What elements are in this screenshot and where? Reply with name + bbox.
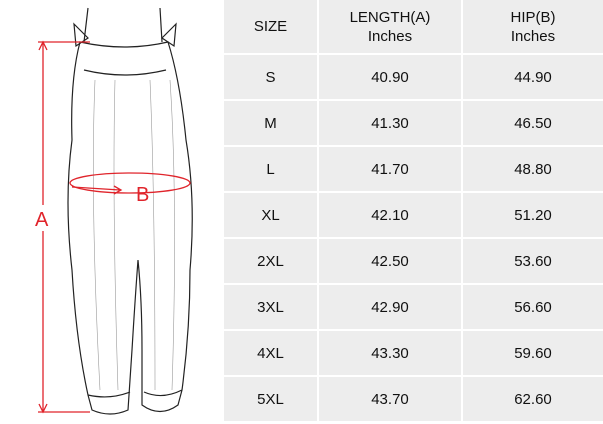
table-row: XL 42.10 51.20 <box>224 193 603 237</box>
jumpsuit-illustration: A B <box>33 7 193 415</box>
cell-length: 41.70 <box>319 147 461 191</box>
cell-hip: 53.60 <box>463 239 603 283</box>
header-length: LENGTH(A) Inches <box>319 0 461 53</box>
cell-size: S <box>224 55 317 99</box>
size-chart-table: SIZE LENGTH(A) Inches HIP(B) Inches S 40.90… <box>222 0 603 423</box>
label-b: B <box>136 184 149 206</box>
cell-length: 43.70 <box>319 377 461 421</box>
cell-length: 43.30 <box>319 331 461 375</box>
cell-hip: 48.80 <box>463 147 603 191</box>
cell-length: 41.30 <box>319 101 461 145</box>
cell-hip: 44.90 <box>463 55 603 99</box>
cell-length: 40.90 <box>319 55 461 99</box>
table-row: M 41.30 46.50 <box>224 101 603 145</box>
cell-hip: 59.60 <box>463 331 603 375</box>
cell-hip: 46.50 <box>463 101 603 145</box>
header-unit: Inches <box>510 27 556 45</box>
table-row: 3XL 42.90 56.60 <box>224 285 603 329</box>
table-row: S 40.90 44.90 <box>224 55 603 99</box>
cell-size: 3XL <box>224 285 317 329</box>
header-size: SIZE <box>224 0 317 53</box>
table-row: 4XL 43.30 59.60 <box>224 331 603 375</box>
hip-b-measure: B <box>69 172 191 206</box>
label-a: A <box>35 209 49 231</box>
header-text: SIZE <box>253 18 288 35</box>
header-hip: HIP(B) Inches <box>463 0 603 53</box>
header-text: HIP(B) <box>510 8 556 26</box>
cell-size: L <box>224 147 317 191</box>
cell-size: XL <box>224 193 317 237</box>
header-unit: Inches <box>367 27 413 45</box>
table-row: 2XL 42.50 53.60 <box>224 239 603 283</box>
cell-hip: 62.60 <box>463 377 603 421</box>
header-text: LENGTH(A) <box>349 8 431 26</box>
cell-length: 42.90 <box>319 285 461 329</box>
cell-size: 4XL <box>224 331 317 375</box>
cell-length: 42.50 <box>319 239 461 283</box>
cell-size: M <box>224 101 317 145</box>
length-a-measure: A <box>33 40 90 414</box>
table-row: 5XL 43.70 62.60 <box>224 377 603 421</box>
table-row: L 41.70 48.80 <box>224 147 603 191</box>
cell-size: 2XL <box>224 239 317 283</box>
table-header-row: SIZE LENGTH(A) Inches HIP(B) Inches <box>224 0 603 53</box>
cell-hip: 56.60 <box>463 285 603 329</box>
cell-size: 5XL <box>224 377 317 421</box>
cell-hip: 51.20 <box>463 193 603 237</box>
cell-length: 42.10 <box>319 193 461 237</box>
